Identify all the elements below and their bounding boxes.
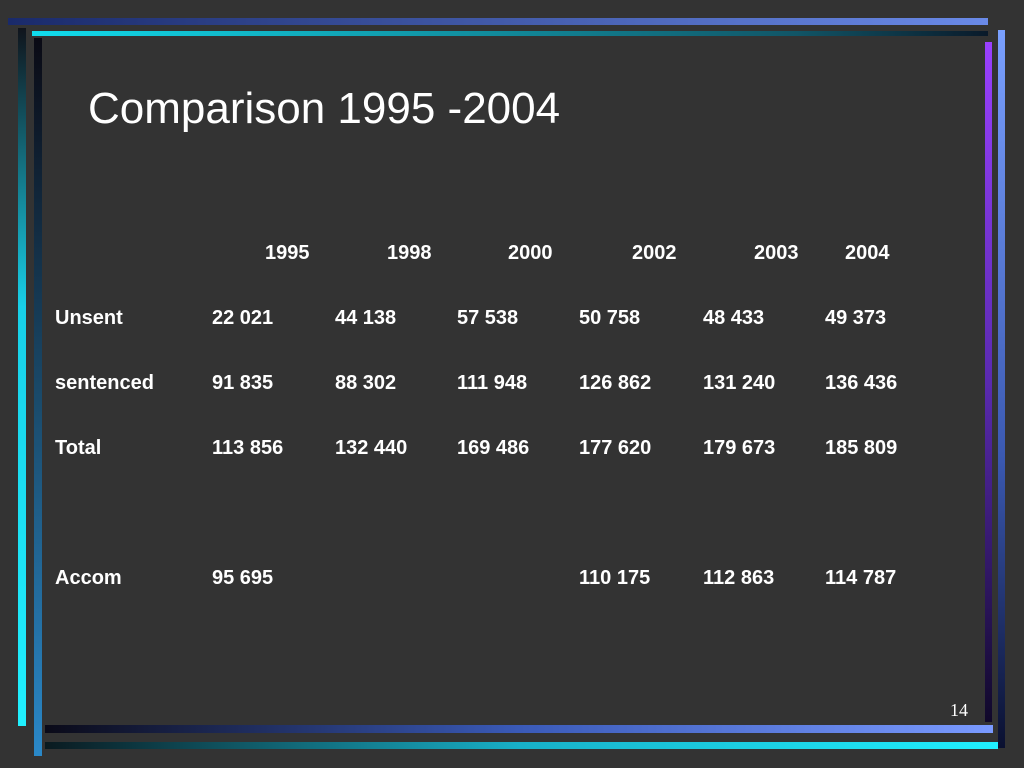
table-cell: 44 138 xyxy=(335,307,397,329)
row-label: Unsent xyxy=(55,307,123,329)
table-cell: 111 948 xyxy=(457,372,528,394)
table-cell: 126 862 xyxy=(579,372,652,394)
border-line xyxy=(32,31,988,36)
table-cell: 110 175 xyxy=(579,567,651,589)
border-line xyxy=(34,38,42,756)
border-line xyxy=(45,742,998,749)
row-label: Accom xyxy=(55,567,122,589)
table-cell: 136 436 xyxy=(825,372,898,394)
table-cell: 22 021 xyxy=(212,307,274,329)
table-cell: 49 373 xyxy=(825,307,887,329)
column-header: 2004 xyxy=(845,242,890,264)
column-header: 1995 xyxy=(265,242,310,264)
page-number: 14 xyxy=(950,700,968,720)
table-cell: 113 856 xyxy=(212,437,284,459)
table-cell: 169 486 xyxy=(457,437,530,459)
column-header: 1998 xyxy=(387,242,432,264)
slide-title: Comparison 1995 -2004 xyxy=(88,84,561,133)
column-header: 2000 xyxy=(508,242,553,264)
column-header: 2003 xyxy=(754,242,799,264)
border-line xyxy=(998,30,1005,748)
table-cell: 114 787 xyxy=(825,567,897,589)
table-cell: 177 620 xyxy=(579,437,652,459)
row-label: sentenced xyxy=(55,372,154,394)
border-line xyxy=(8,18,988,25)
row-label: Total xyxy=(55,437,102,459)
table-cell: 112 863 xyxy=(703,567,775,589)
table-cell: 50 758 xyxy=(579,307,641,329)
table-cell: 132 440 xyxy=(335,437,408,459)
column-header: 2002 xyxy=(632,242,677,264)
table-cell: 88 302 xyxy=(335,372,397,394)
table-cell: 185 809 xyxy=(825,437,898,459)
border-line xyxy=(18,28,26,726)
border-line xyxy=(985,42,992,722)
table-cell: 91 835 xyxy=(212,372,274,394)
table-cell: 95 695 xyxy=(212,567,274,589)
table-cell: 179 673 xyxy=(703,437,776,459)
border-line xyxy=(45,725,993,733)
table-cell: 57 538 xyxy=(457,307,519,329)
table-cell: 48 433 xyxy=(703,307,765,329)
table-cell: 131 240 xyxy=(703,372,776,394)
